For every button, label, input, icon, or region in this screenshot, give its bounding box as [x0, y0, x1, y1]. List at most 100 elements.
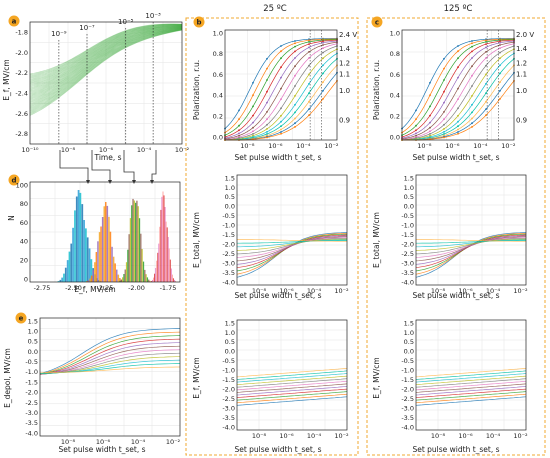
panel-d-bar [103, 206, 105, 282]
panel-a-series-line [29, 29, 183, 113]
panel-d-ytick: 0 [24, 275, 28, 283]
panel-c-top-ylabel: Polarization, r.u. [372, 60, 381, 120]
panel-e-xtick: 10⁻² [166, 438, 181, 446]
panel-c-bot-series-line [415, 396, 527, 406]
panel-d-bar [155, 268, 157, 282]
panel-d-bar [144, 269, 146, 282]
panel-d-ytick: 60 [20, 219, 28, 227]
panel-b-mid-series-line [236, 238, 347, 251]
panel-d-bar [98, 232, 101, 282]
panel-e-series-line [39, 349, 181, 375]
panel-c-top-point [443, 133, 445, 135]
panel-b-top-point [322, 89, 324, 92]
panel-b-top-ytick: 0.6 [213, 71, 223, 79]
panel-e-ytick: -1.5 [25, 378, 38, 386]
panel-c-top-point [457, 76, 459, 79]
panel-d-bar [151, 281, 152, 282]
panel-d-bar [154, 273, 156, 282]
panel-c-top-point [485, 92, 487, 94]
panel-c-top-xtick: 10⁻⁸ [417, 142, 432, 150]
panel-d-bar [90, 259, 93, 282]
panel-c-mid-ylabel: E_total, MV/cm [372, 212, 381, 268]
panel-c-top-point [499, 41, 501, 44]
panel-d-bar [160, 209, 162, 282]
panel-b-bot-ytick: 0.0 [225, 348, 235, 356]
panel-b-top-voltage-label: 0.9 [339, 117, 350, 125]
panel-c-bot-axes [415, 319, 527, 431]
panel-d-ytick: 20 [20, 257, 28, 265]
panel-b-top-point [280, 66, 282, 69]
panel-c-top-point [415, 118, 417, 121]
panel-c-top-point [429, 130, 431, 133]
panel-b-top-point [266, 118, 268, 121]
panel-b-bot-series-line [236, 391, 348, 401]
panel-d-bar [169, 259, 171, 282]
panel-d-bar [175, 280, 176, 282]
panel-b-mid-series-line [237, 239, 347, 242]
panel-b-top-point [280, 107, 282, 110]
panel-b-bot-axes [236, 319, 348, 431]
panel-b-top-ytick: 0.4 [213, 92, 223, 100]
panel-d-xtick: -2.50 [65, 284, 82, 292]
panel-c-mid-series-line [415, 238, 526, 251]
panel-d-bar [119, 280, 121, 282]
panel-b-top-point [252, 121, 254, 124]
panel-b-mid-ytick: -3.5 [222, 269, 235, 277]
panel-c-top-point [443, 67, 445, 70]
panel-d-bar [170, 268, 172, 282]
panel-c-top-point [415, 129, 417, 132]
panel-d-bar [95, 252, 98, 282]
panel-a-series-line [29, 28, 183, 108]
panel-b-bot-series-line [236, 373, 348, 383]
panel-c-top-point [471, 85, 473, 87]
panel-c-top-point [429, 114, 431, 117]
panel-e-series-line [39, 366, 180, 374]
panel-b-bot-ytick: -4.0 [222, 423, 235, 431]
panel-b-bot-series-line [236, 396, 348, 406]
panel-a-series-line [29, 25, 183, 90]
panel-d-bar [89, 278, 91, 282]
panel-d-bar [172, 278, 174, 282]
panel-e-ytick: -2.5 [25, 399, 38, 407]
panel-d-bar [127, 249, 129, 282]
panel-b-top-point [308, 51, 310, 53]
panel-d-bar [108, 216, 110, 282]
panel-b-top-point [266, 136, 268, 139]
panel-d-bar [152, 279, 153, 282]
panel-d-bar [117, 274, 120, 282]
panel-c-mid-ytick: -2.5 [401, 250, 414, 258]
panel-d-bar [87, 280, 90, 282]
panel-d-bar [137, 206, 139, 282]
panel-b-top-ytick: 0.0 [213, 133, 223, 141]
panel-b-bot-ytick: -2.5 [222, 395, 235, 403]
panel-c-bot-ytick: -4.0 [401, 423, 414, 431]
panel-d-bar [138, 218, 141, 282]
panel-d-ytick: 40 [20, 238, 28, 246]
panel-a-series-line [29, 24, 183, 78]
panel-a-xtick: 10⁻⁴ [137, 146, 152, 154]
panel-d-bar [114, 263, 116, 282]
panel-c-bot-ytick: 0.5 [404, 338, 414, 346]
panel-a-series-line [29, 27, 183, 99]
panel-d-bar [112, 256, 115, 282]
panel-b-mid-ytick: -2.5 [222, 250, 235, 258]
panel-a-series-line [29, 26, 183, 95]
panel-b-title: 25 ºC [263, 4, 287, 14]
panel-c-bot-xtick: 10⁻⁸ [431, 432, 446, 440]
panel-c-mid-series-line [415, 237, 526, 255]
panel-b-top-point [322, 41, 324, 44]
panel-d-bar [83, 220, 85, 282]
panel-b-badge [193, 16, 205, 28]
panel-b-top-xtick: 10⁻² [324, 142, 339, 150]
panel-a-xtick: 10⁻¹⁰ [22, 146, 39, 154]
panel-c-mid-ytick: 0.0 [404, 203, 414, 211]
panel-d-bar [166, 227, 168, 282]
panel-b-top-point [266, 131, 268, 133]
panel-c-top-point [485, 73, 487, 76]
panel-a-series-line [29, 23, 183, 75]
panel-a-series-line [29, 25, 183, 84]
panel-c-top-point [457, 114, 459, 117]
panel-c-top-point [485, 108, 487, 110]
panel-b-bot-series-line [236, 393, 348, 404]
panel-b-top-point [280, 76, 282, 79]
